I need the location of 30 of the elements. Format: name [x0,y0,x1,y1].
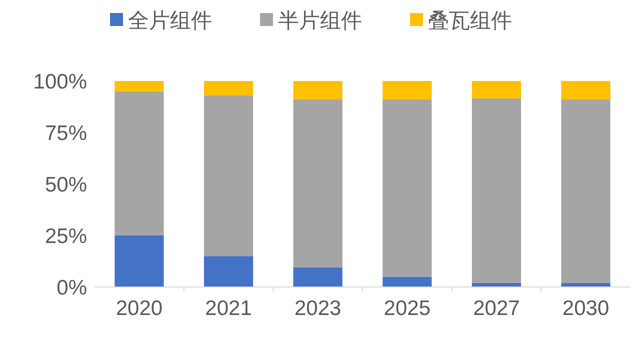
y-tick-label: 100% [33,70,87,94]
bar [472,98,522,283]
bar [561,81,610,100]
bar [293,100,342,268]
x-tick-label: 2027 [473,297,520,320]
bar [204,95,254,256]
x-tick-label: 2030 [562,297,610,320]
y-tick-label: 75% [44,122,87,145]
x-tick-label: 2025 [384,297,431,320]
legend-label: 半片组件 [278,9,362,32]
bar [293,267,342,287]
bar [382,81,432,100]
bar [293,81,342,100]
bar [204,81,254,96]
bar [382,276,432,287]
x-tick-label: 2023 [294,297,342,320]
bar [472,81,522,99]
y-tick-label: 25% [44,224,87,248]
x-tick-label: 2021 [205,297,252,320]
bar [204,256,254,287]
bar [114,236,164,287]
y-tick-label: 0% [56,276,87,300]
bar [382,100,432,277]
bar [114,81,164,92]
bar [114,91,164,236]
legend-label: 叠瓦组件 [428,9,512,32]
legend-label: 全片组件 [128,9,212,32]
y-tick-label: 50% [44,173,87,196]
x-tick-label: 2020 [116,297,163,320]
bar [561,100,610,283]
